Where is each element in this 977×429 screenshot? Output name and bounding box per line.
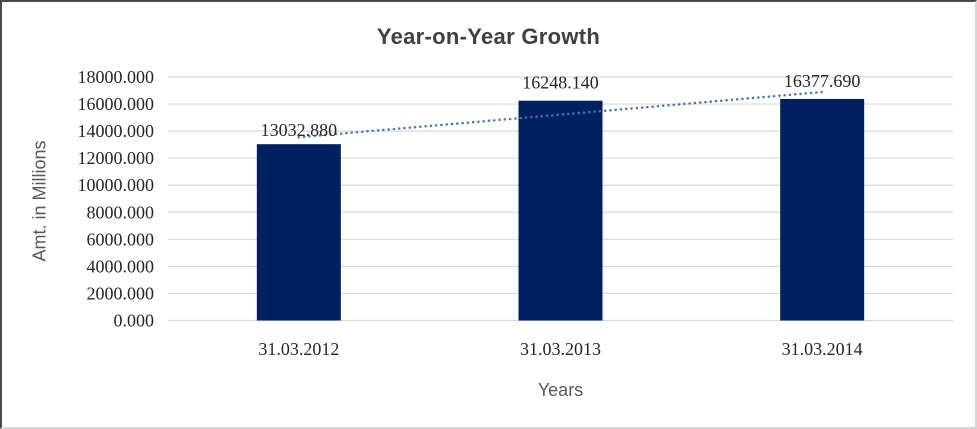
category-label: 31.03.2012	[258, 339, 339, 359]
y-tick-label: 6000.000	[87, 229, 155, 249]
y-tick-label: 10000.000	[78, 175, 155, 195]
data-label: 16248.140	[522, 73, 599, 93]
y-tick-label: 8000.000	[87, 202, 155, 222]
data-label: 13032.880	[261, 120, 338, 140]
bar	[518, 100, 603, 321]
bar	[256, 144, 341, 321]
y-tick-label: 2000.000	[87, 283, 155, 303]
y-tick-label: 16000.000	[78, 94, 155, 114]
y-tick-label: 14000.000	[78, 121, 155, 141]
bar	[780, 98, 865, 321]
y-tick-label: 0.000	[114, 311, 155, 331]
category-label: 31.03.2013	[520, 339, 601, 359]
x-axis-title: Years	[537, 380, 584, 400]
y-tick-label: 18000.000	[78, 67, 155, 87]
y-tick-label: 4000.000	[87, 256, 155, 276]
data-label: 16377.690	[784, 71, 861, 91]
y-tick-label: 12000.000	[78, 148, 155, 168]
chart-title: Year-on-Year Growth	[376, 24, 601, 49]
category-label: 31.03.2014	[782, 339, 863, 359]
